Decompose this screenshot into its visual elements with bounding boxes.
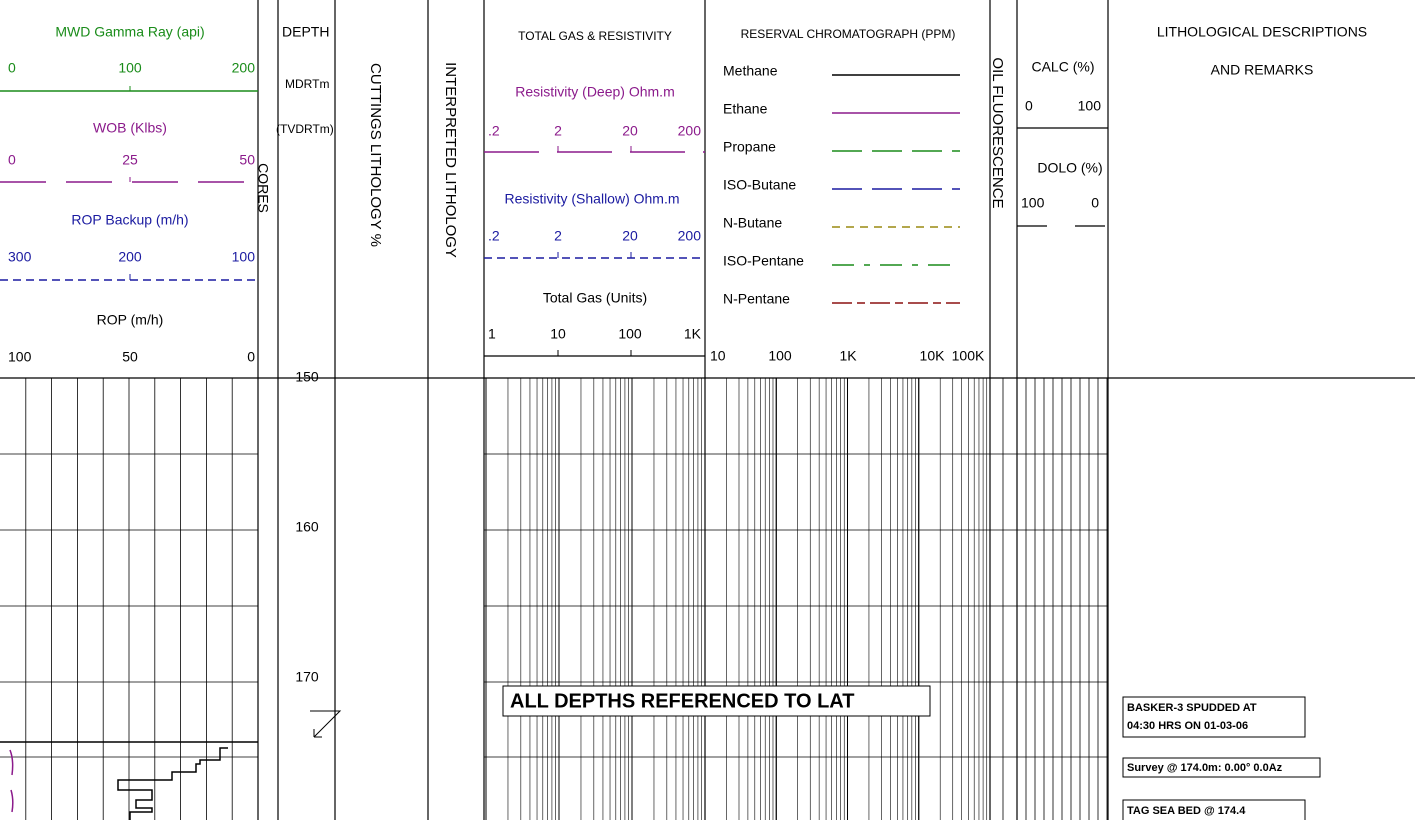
calc-title: CALC (%) <box>1031 59 1094 75</box>
scale-label: 0 <box>8 152 16 168</box>
scale-label: 200 <box>118 249 142 265</box>
rop-title: ROP (m/h) <box>97 312 164 328</box>
scale-label: 100 <box>1021 195 1045 211</box>
banner-box <box>502 685 931 717</box>
note: TAG SEA BED @ 174.4 <box>1127 805 1246 817</box>
fluorescence-title: OIL FLUORESCENCE <box>989 57 1006 208</box>
scale-label: 1K <box>839 348 857 364</box>
scale-label: 100 <box>118 60 142 76</box>
rop-curve <box>117 747 228 820</box>
scale-label: 100 <box>232 249 256 265</box>
banner: ALL DEPTHS REFERENCED TO LAT <box>510 690 854 712</box>
scale-label: 50 <box>122 349 138 365</box>
note: BASKER-3 SPUDDED AT <box>1127 702 1257 714</box>
scale-label: 0 <box>1091 195 1099 211</box>
scale-label: 2 <box>554 228 562 244</box>
note-box <box>1122 799 1306 820</box>
scale-label: .2 <box>488 123 500 139</box>
note: 04:30 HRS ON 01-03-06 <box>1127 720 1248 732</box>
chromatograph-title: RESERVAL CHROMATOGRAPH (PPM) <box>741 27 956 41</box>
scale-label: 200 <box>232 60 256 76</box>
scale-label: 20 <box>622 228 638 244</box>
scale-label: 200 <box>678 228 702 244</box>
cuttings-title: CUTTINGS LITHOLOGY % <box>367 63 384 247</box>
depth-unit: (TVDRTm) <box>276 122 334 136</box>
depth-marker <box>310 710 342 738</box>
scale-label: 100 <box>618 326 642 342</box>
scale-label: 100K <box>952 348 985 364</box>
depth-unit: MDRTm <box>285 77 329 91</box>
remarks-title: AND REMARKS <box>1211 62 1314 78</box>
total-gas-title: Total Gas (Units) <box>543 290 647 306</box>
wob-title: WOB (Klbs) <box>93 120 167 136</box>
scale-label: 100 <box>768 348 792 364</box>
legend-label: ISO-Pentane <box>723 253 804 269</box>
deep-title: Resistivity (Deep) Ohm.m <box>515 84 674 100</box>
scale-label: 0 <box>1025 98 1033 114</box>
rop-backup-title: ROP Backup (m/h) <box>71 212 188 228</box>
remarks-title: LITHOLOGICAL DESCRIPTIONS <box>1157 24 1367 40</box>
legend-label: N-Pentane <box>723 291 790 307</box>
cores-title: CORES <box>255 163 271 213</box>
dolo-title: DOLO (%) <box>1037 160 1102 176</box>
scale-label: 100 <box>8 349 32 365</box>
depth-label: 170 <box>295 669 319 685</box>
scale-label: 20 <box>622 123 638 139</box>
scale-label: 1 <box>488 326 496 342</box>
legend: Methane Ethane Propane ISO-Butane N-Butane IS… <box>723 63 960 307</box>
interpreted-title: INTERPRETED LITHOLOGY <box>442 62 459 258</box>
scale-label: 300 <box>8 249 32 265</box>
scale-label: 100 <box>1078 98 1102 114</box>
scale-label: 10 <box>710 348 726 364</box>
note-box <box>1122 696 1306 738</box>
scale-label: 1K <box>684 326 702 342</box>
scale-label: 2 <box>554 123 562 139</box>
note: Survey @ 174.0m: 0.00° 0.0Az <box>1127 762 1283 774</box>
gamma-curve <box>9 749 14 813</box>
scale-label: .2 <box>488 228 500 244</box>
depth-label: 160 <box>295 519 319 535</box>
depth-label: 150 <box>295 369 319 385</box>
scale-label: 50 <box>239 152 255 168</box>
scale-label: 10K <box>920 348 946 364</box>
shallow-title: Resistivity (Shallow) Ohm.m <box>504 191 679 207</box>
gas-title: TOTAL GAS & RESISTIVITY <box>518 29 672 43</box>
legend-label: Ethane <box>723 101 768 117</box>
scale-label: 0 <box>8 60 16 76</box>
legend-label: ISO-Butane <box>723 177 796 193</box>
legend-label: Methane <box>723 63 778 79</box>
legend-label: Propane <box>723 139 776 155</box>
scale-label: 10 <box>550 326 566 342</box>
legend-label: N-Butane <box>723 215 782 231</box>
scale-label: 25 <box>122 152 138 168</box>
depth-title: DEPTH <box>282 24 329 40</box>
gamma-title: MWD Gamma Ray (api) <box>55 24 204 40</box>
scale-label: 0 <box>247 349 255 365</box>
note-box <box>1122 757 1321 778</box>
scale-label: 200 <box>678 123 702 139</box>
